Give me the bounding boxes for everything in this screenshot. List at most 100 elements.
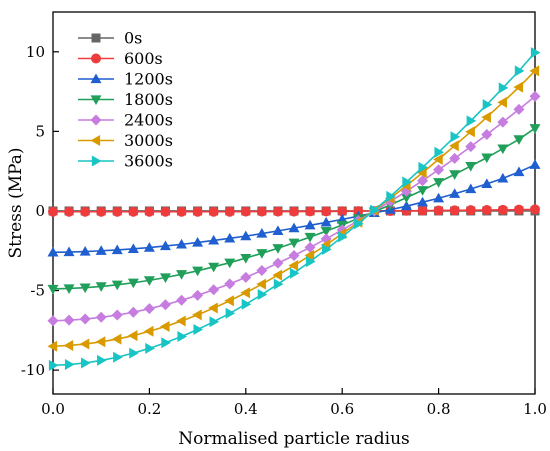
legend-label: 2400s [124, 111, 173, 130]
data-point [465, 205, 476, 216]
series-3000s [47, 65, 540, 352]
data-point [160, 206, 171, 217]
data-point [305, 206, 316, 217]
data-point [95, 245, 107, 255]
data-point [386, 190, 396, 202]
data-point [192, 289, 204, 301]
legend-marker [91, 53, 101, 64]
legend-item: 1200s [78, 70, 173, 89]
legend-label: 1200s [124, 70, 173, 89]
data-point [529, 124, 541, 134]
data-point [402, 176, 412, 188]
data-point [143, 303, 155, 315]
legend-item: 1800s [78, 90, 173, 109]
data-point [256, 264, 268, 276]
data-point [304, 232, 316, 243]
data-point [145, 342, 155, 354]
data-point [176, 294, 188, 306]
data-point [288, 250, 300, 262]
data-point [497, 144, 509, 155]
data-point [449, 140, 459, 152]
x-tick-label: 0.0 [41, 400, 65, 418]
legend-marker [90, 114, 102, 126]
data-point [449, 188, 461, 198]
data-point [128, 206, 139, 217]
data-point [144, 206, 155, 217]
data-point [272, 269, 283, 281]
legend-marker [91, 33, 101, 43]
data-point [176, 206, 187, 217]
data-point [257, 289, 268, 301]
data-point [47, 246, 59, 257]
data-point [111, 280, 123, 291]
data-point [529, 65, 540, 77]
data-point [79, 313, 91, 325]
data-point [465, 161, 477, 172]
data-point [321, 206, 332, 217]
x-tick-label: 0.2 [137, 400, 161, 418]
data-point [240, 287, 250, 299]
data-point [176, 315, 186, 327]
data-point [112, 206, 123, 217]
data-point [240, 271, 252, 283]
data-point [481, 129, 493, 141]
y-tick-label: 5 [35, 122, 45, 140]
data-point [513, 204, 524, 215]
y-tick-label: -10 [21, 361, 45, 379]
data-point [127, 243, 139, 253]
y-axis-label: Stress (MPa) [6, 148, 26, 259]
data-point [400, 200, 412, 211]
data-point [304, 241, 316, 253]
data-point [241, 298, 252, 310]
x-tick-label: 1.0 [523, 400, 547, 418]
data-point [513, 135, 525, 145]
data-point [304, 249, 315, 261]
legend-label: 600s [124, 49, 163, 68]
data-point [288, 260, 299, 272]
data-point [289, 267, 300, 279]
plot-frame [52, 11, 536, 395]
data-point [192, 206, 203, 217]
data-point [224, 206, 235, 217]
data-point [96, 206, 107, 217]
data-point [433, 153, 443, 165]
data-point [370, 204, 380, 216]
legend-item: 600s [78, 49, 163, 68]
y-tick-label: 10 [26, 43, 45, 61]
data-point [497, 172, 509, 183]
data-point [529, 90, 541, 102]
data-point [111, 244, 123, 255]
series-600s [48, 204, 540, 217]
data-point [143, 242, 155, 252]
legend-label: 3000s [124, 131, 173, 150]
data-point [79, 283, 91, 294]
legend-item: 2400s [78, 111, 173, 130]
data-point [497, 204, 508, 215]
data-point [79, 246, 91, 256]
data-point [225, 307, 236, 319]
data-point [417, 205, 428, 216]
y-tick-label: -5 [30, 282, 45, 300]
data-point [64, 206, 75, 217]
data-point [224, 258, 236, 269]
data-point [159, 321, 170, 333]
legend-marker [90, 73, 102, 84]
data-point [449, 152, 461, 164]
x-tick-label: 0.4 [234, 400, 258, 418]
data-point [514, 65, 525, 77]
legend-label: 0s [124, 29, 142, 48]
data-point [288, 238, 300, 249]
data-point [305, 256, 316, 268]
data-point [481, 178, 493, 189]
x-tick-label: 0.8 [427, 400, 451, 418]
data-point [273, 278, 284, 290]
data-point [256, 228, 268, 238]
data-point [208, 234, 220, 245]
data-point [337, 206, 348, 217]
data-point [272, 257, 284, 269]
data-point [417, 175, 429, 187]
data-point [482, 99, 493, 111]
data-point [417, 186, 429, 196]
data-point [159, 240, 171, 251]
